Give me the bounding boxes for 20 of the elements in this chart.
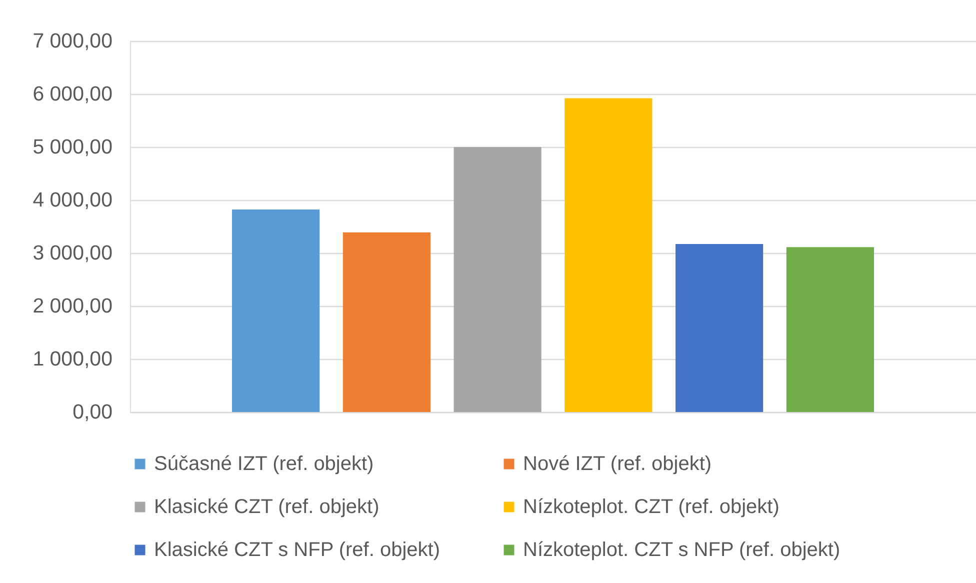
legend-label: Klasické CZT s NFP (ref. objekt) bbox=[154, 539, 440, 561]
bar bbox=[232, 210, 320, 412]
bar bbox=[342, 232, 430, 412]
y-tick-label: 6 000,00 bbox=[32, 82, 112, 106]
y-tick-label: 7 000,00 bbox=[32, 30, 112, 52]
legend-label: Nízkoteplot. CZT s NFP (ref. objekt) bbox=[523, 539, 840, 561]
bar bbox=[676, 244, 764, 412]
legend-label: Súčasné IZT (ref. objekt) bbox=[154, 453, 374, 475]
bar bbox=[786, 247, 874, 412]
y-tick-label: 0,00 bbox=[72, 400, 112, 424]
y-tick-label: 4 000,00 bbox=[32, 188, 112, 212]
bar bbox=[454, 147, 542, 412]
y-tick-label: 3 000,00 bbox=[32, 242, 112, 264]
y-tick-label: 1 000,00 bbox=[32, 348, 112, 370]
bar bbox=[564, 98, 652, 412]
legend-label: Klasické CZT (ref. objekt) bbox=[154, 496, 380, 518]
y-tick-label: 2 000,00 bbox=[32, 294, 112, 318]
y-tick-label: 5 000,00 bbox=[32, 136, 112, 158]
legend-label: Nízkoteplot. CZT (ref. objekt) bbox=[523, 496, 780, 518]
legend-label: Nové IZT (ref. objekt) bbox=[523, 453, 712, 475]
